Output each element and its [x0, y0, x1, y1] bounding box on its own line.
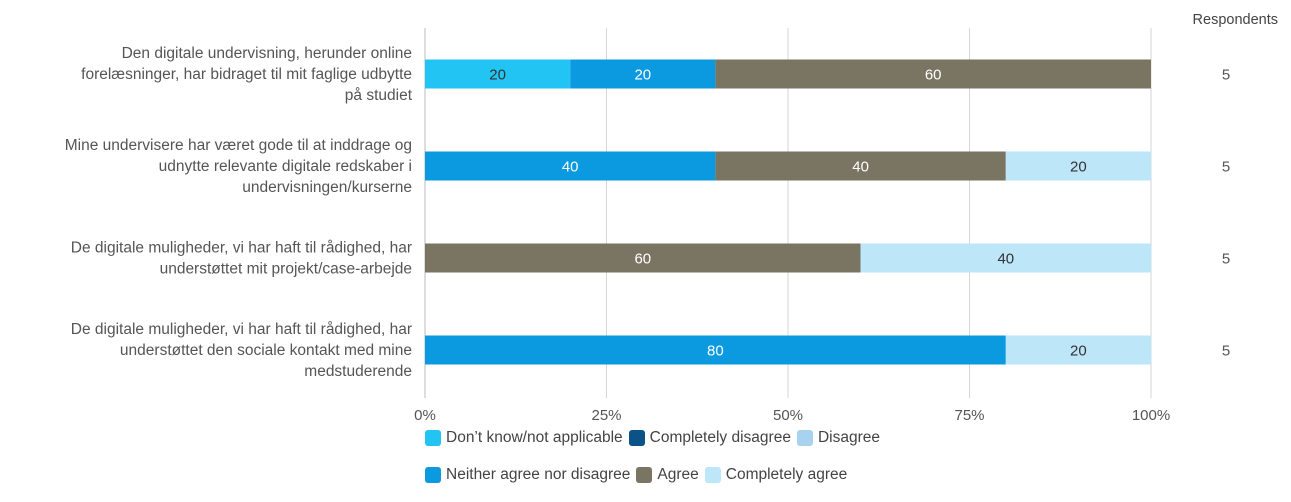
bar-segment — [425, 243, 861, 273]
bar-value-label: 60 — [925, 67, 942, 84]
category-label: på studiet — [345, 87, 413, 104]
bar-segment — [715, 151, 1006, 181]
respondent-counts: 5 5 5 5 — [1222, 67, 1230, 360]
category-label: De digitale muligheder, vi har haft til … — [71, 321, 412, 338]
bar-value-label: 80 — [707, 343, 724, 360]
legend-item: Disagree — [796, 428, 880, 447]
legend-item: Neither agree nor disagree — [425, 466, 630, 484]
legend-swatch — [704, 466, 721, 483]
bar-value-label: 40 — [852, 159, 869, 176]
x-axis-ticks: 0% 25% 50% 75% 100% — [414, 407, 1170, 424]
bar-value-label: 20 — [1070, 343, 1087, 360]
bar-value-label: 20 — [634, 67, 651, 84]
x-tick-label: 50% — [773, 407, 803, 424]
respondent-count: 5 — [1222, 251, 1230, 268]
bar-segment — [1005, 151, 1151, 181]
legend-item: Completely agree — [704, 465, 848, 484]
respondent-count: 5 — [1222, 159, 1230, 176]
category-label: De digitale muligheder, vi har haft til … — [71, 240, 412, 257]
bar-segment — [1005, 335, 1151, 365]
category-label: Den digitale undervisning, herunder onli… — [122, 45, 412, 62]
legend-label: Agree — [657, 465, 699, 483]
bar-segment — [860, 243, 1151, 273]
legend-label: Completely disagree — [649, 428, 791, 446]
legend-swatch — [425, 466, 441, 483]
x-tick-label: 100% — [1132, 407, 1170, 424]
bar-segment — [425, 335, 1006, 365]
legend-label: Completely agree — [725, 465, 848, 483]
legend-swatch — [636, 466, 653, 483]
legend-row: Neither agree nor disagree Agree Completel… — [425, 465, 1045, 484]
respondents-header: Respondents — [1193, 12, 1278, 28]
category-label: medstuderende — [304, 363, 412, 380]
bar-value-label: 40 — [562, 159, 579, 176]
legend-row: Don’t know/not applicable Completely disa… — [425, 428, 1045, 447]
legend-item: Agree — [636, 465, 699, 484]
x-tick-label: 75% — [954, 407, 984, 424]
chart-legend: Don’t know/not applicable Completely disa… — [425, 428, 1045, 502]
bar-value-label: 20 — [1070, 159, 1087, 176]
bar-segment — [425, 59, 571, 89]
legend-swatch — [425, 429, 441, 446]
bar-value-label: 40 — [997, 251, 1014, 268]
bar-segment — [570, 59, 716, 89]
bar-value-label: 20 — [489, 67, 506, 84]
legend-item: Don’t know/not applicable — [425, 429, 623, 447]
bar-value-label: 60 — [634, 251, 651, 268]
respondent-count: 5 — [1222, 67, 1230, 84]
legend-swatch — [628, 429, 645, 446]
category-label: udnytte relevante digitale redskaber i — [159, 158, 412, 175]
bars: 20 20 60 40 40 20 60 40 80 20 — [425, 59, 1151, 365]
bar-segment — [715, 59, 1151, 89]
category-label: undervisningen/kurserne — [242, 179, 412, 196]
category-label: understøttet den sociale kontakt med min… — [120, 342, 412, 359]
question-labels: Den digitale undervisning, herunder onli… — [65, 45, 413, 380]
legend-label: Don’t know/not applicable — [446, 428, 623, 446]
category-label: Mine undervisere har været gode til at i… — [65, 137, 412, 154]
legend-label: Neither agree nor disagree — [446, 465, 631, 483]
legend-item: Completely disagree — [628, 428, 791, 447]
legend-label: Disagree — [817, 428, 880, 446]
respondent-count: 5 — [1222, 343, 1230, 360]
x-tick-label: 25% — [591, 407, 621, 424]
category-label: forelæsninger, har bidraget til mit fagl… — [81, 66, 412, 83]
category-label: understøttet mit projekt/case-arbejde — [160, 261, 412, 278]
bar-segment — [425, 151, 716, 181]
x-tick-label: 0% — [414, 407, 436, 424]
legend-swatch — [796, 429, 813, 446]
